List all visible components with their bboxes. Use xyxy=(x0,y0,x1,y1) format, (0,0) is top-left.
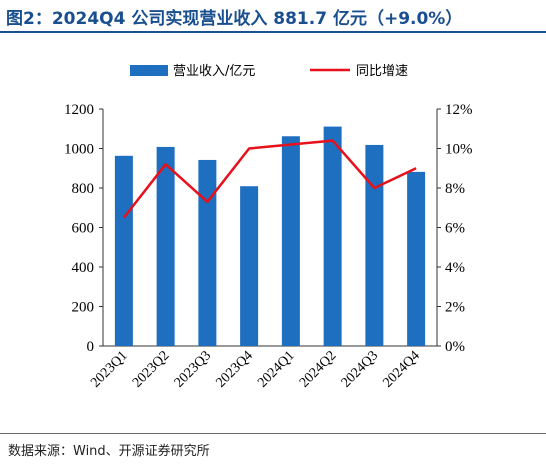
axes xyxy=(99,108,441,347)
x-tick-label-2024Q2: 2024Q2 xyxy=(297,348,340,391)
bar-2023Q2 xyxy=(156,146,175,346)
source-rule xyxy=(0,433,546,434)
y-left-tick-label: 0 xyxy=(87,339,95,355)
x-tick-label-2023Q1: 2023Q1 xyxy=(88,348,131,391)
legend: 营业收入/亿元 同比增速 xyxy=(130,64,408,79)
legend-label-bar: 营业收入/亿元 xyxy=(173,64,255,79)
combo-chart: 营业收入/亿元 同比增速 0 200 400 600 800 1000 1200 0% 2% 4% 6… xyxy=(64,64,473,391)
x-tick-label-2023Q2: 2023Q2 xyxy=(130,348,173,391)
bar-2024Q2 xyxy=(323,126,342,346)
y-left-tick-label: 600 xyxy=(72,221,95,237)
y-right-tick-label: 8% xyxy=(445,181,465,197)
x-tick-label-2024Q4: 2024Q4 xyxy=(380,348,423,391)
y-left-tick-label: 200 xyxy=(72,300,95,316)
y-right-tick-label: 2% xyxy=(445,300,465,316)
bar-2023Q1 xyxy=(114,155,133,346)
x-tick-label-2024Q1: 2024Q1 xyxy=(255,348,298,391)
y-right-tick-label: 4% xyxy=(445,260,465,276)
bar-2023Q3 xyxy=(198,159,217,346)
bar-2024Q4 xyxy=(407,171,426,346)
y-right-tick-label: 10% xyxy=(445,142,473,158)
y-left-tick-label: 800 xyxy=(72,181,95,197)
y-right-tick-label: 6% xyxy=(445,221,465,237)
x-tick-label-2024Q3: 2024Q3 xyxy=(339,348,382,391)
bar-series xyxy=(114,126,426,346)
x-tick-label-2023Q4: 2023Q4 xyxy=(213,348,256,391)
y-right-tick-label: 12% xyxy=(445,102,473,118)
bar-2024Q1 xyxy=(281,136,300,346)
legend-swatch-bar xyxy=(130,65,168,76)
x-tick-label-2023Q3: 2023Q3 xyxy=(172,348,215,391)
source-note: 数据来源：Wind、开源证券研究所 xyxy=(8,444,210,459)
y-right-tick-label: 0% xyxy=(445,339,465,355)
legend-label-line: 同比增速 xyxy=(356,64,408,79)
bar-2023Q4 xyxy=(240,186,259,346)
bar-2024Q3 xyxy=(365,144,384,346)
y-left-tick-label: 1200 xyxy=(64,102,94,118)
growth-line xyxy=(122,139,417,219)
figure-title: 图2：2024Q4 公司实现营业收入 881.7 亿元（+9.0%） xyxy=(6,9,463,29)
y-left-tick-label: 400 xyxy=(72,260,95,276)
title-rule xyxy=(0,31,546,33)
line-series xyxy=(122,139,417,219)
y-left-tick-label: 1000 xyxy=(64,142,94,158)
